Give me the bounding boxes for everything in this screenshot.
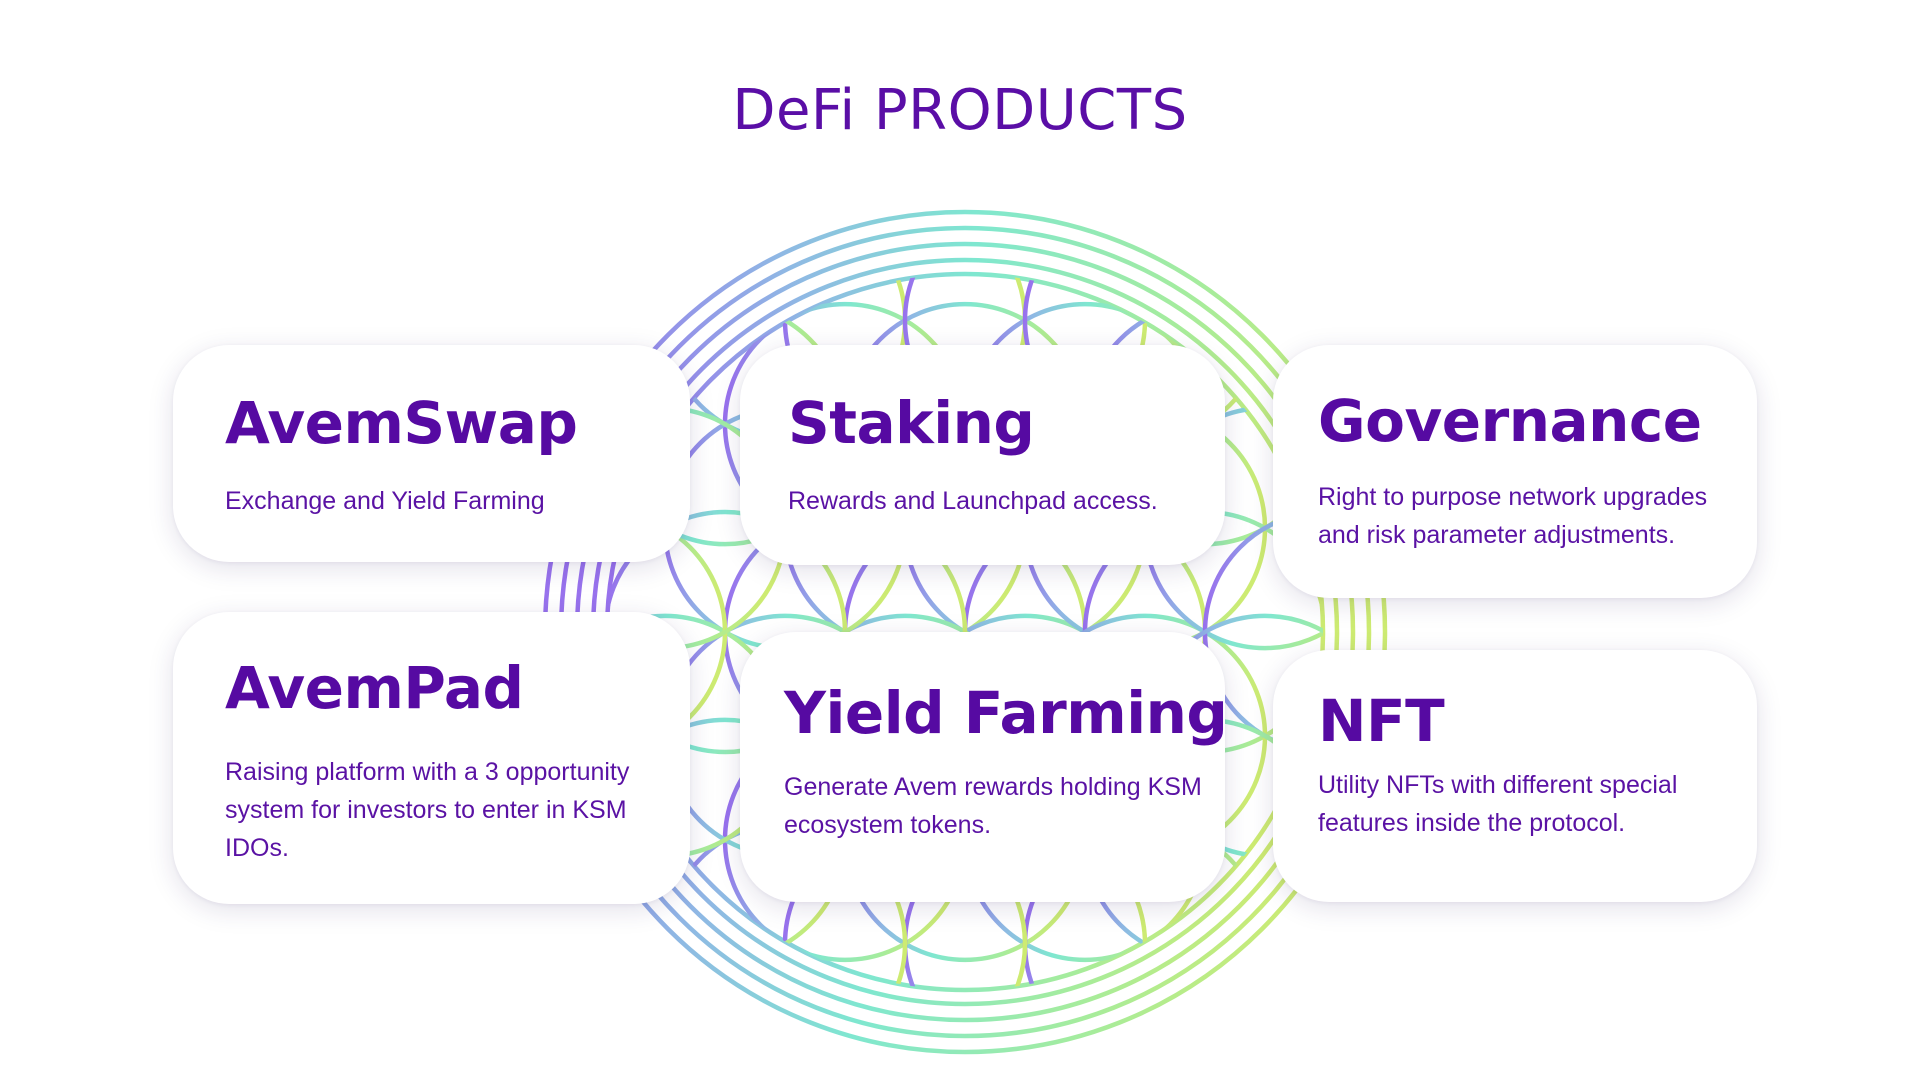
card-heading: NFT	[1318, 687, 1445, 755]
card-description: Raising platform with a 3 opportunity sy…	[225, 757, 630, 862]
card-description: Right to purpose network upgrades and ri…	[1318, 482, 1708, 549]
card-heading: Yield Farming	[784, 679, 1228, 747]
card-heading: Staking	[788, 389, 1035, 457]
product-card-avempad[interactable]: AvemPad Raising platform with a 3 opport…	[173, 612, 690, 904]
product-card-avemswap[interactable]: AvemSwap Exchange and Yield Farming	[173, 345, 690, 562]
page-title: DeFi PRODUCTS	[732, 78, 1188, 143]
product-card-nft[interactable]: NFT Utility NFTs with different special …	[1273, 650, 1757, 902]
card-heading: AvemSwap	[225, 389, 578, 457]
card-description: Generate Avem rewards holding KSM ecosys…	[784, 772, 1202, 839]
card-description: Exchange and Yield Farming	[225, 486, 545, 515]
card-description: Utility NFTs with different special feat…	[1318, 770, 1678, 837]
product-card-yield-farming[interactable]: Yield Farming Generate Avem rewards hold…	[740, 632, 1228, 902]
product-card-governance[interactable]: Governance Right to purpose network upgr…	[1273, 345, 1757, 598]
card-heading: AvemPad	[225, 654, 524, 722]
product-card-staking[interactable]: Staking Rewards and Launchpad access.	[740, 345, 1225, 565]
card-description: Rewards and Launchpad access.	[788, 486, 1158, 515]
card-heading: Governance	[1318, 387, 1702, 455]
